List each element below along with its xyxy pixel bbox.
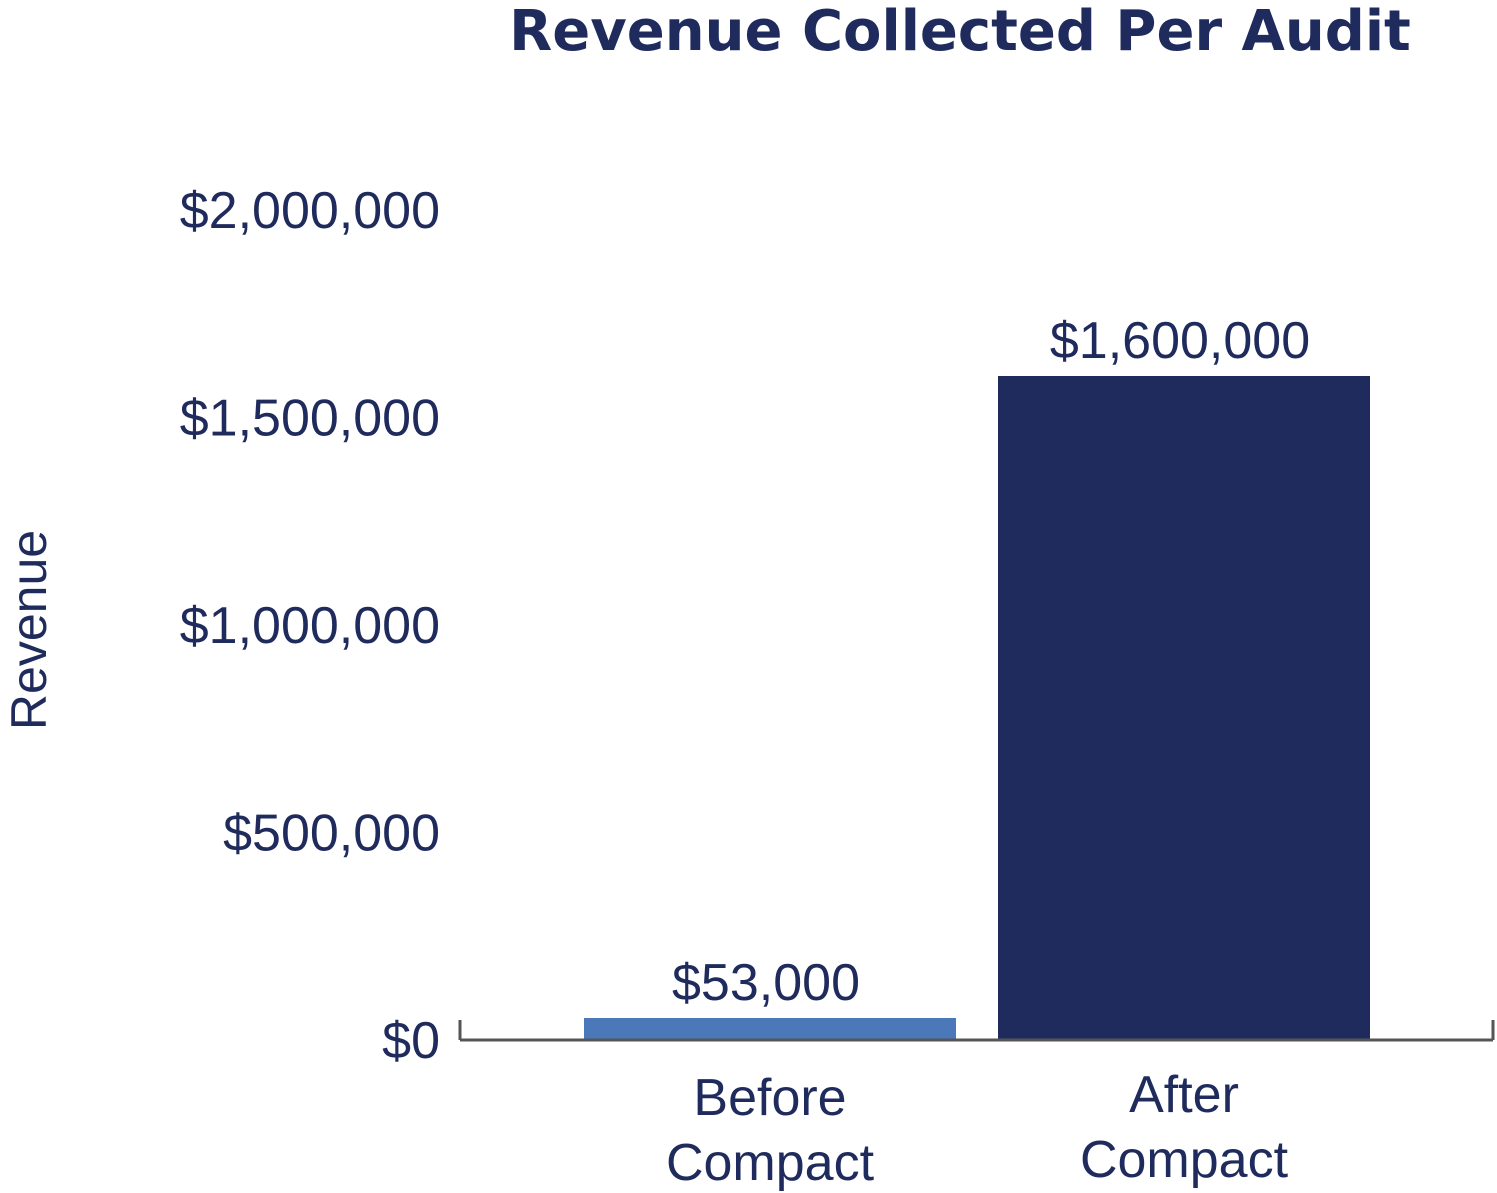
x-axis-categories: Before Compact After Compact (666, 1066, 1289, 1192)
x-axis (458, 1020, 1495, 1042)
y-tick-label: $0 (382, 1012, 440, 1070)
category-label: Compact (666, 1134, 875, 1192)
bars (584, 376, 1370, 1040)
y-tick-label: $2,000,000 (180, 182, 440, 240)
value-label: $53,000 (672, 954, 860, 1012)
bar-0 (584, 1018, 956, 1040)
category-label: Compact (1080, 1131, 1289, 1189)
y-axis-ticks: $0 $500,000 $1,000,000 $1,500,000 $2,000,000 (180, 182, 440, 1070)
category-label: Before (693, 1069, 846, 1127)
bar-1 (998, 376, 1370, 1040)
category-label: After (1129, 1066, 1239, 1124)
chart-title: Revenue Collected Per Audit (509, 0, 1411, 64)
y-tick-label: $1,500,000 (180, 390, 440, 448)
y-tick-label: $500,000 (223, 805, 440, 863)
y-tick-label: $1,000,000 (180, 597, 440, 655)
value-labels: $53,000 $1,600,000 (672, 312, 1310, 1012)
y-axis-label: Revenue (1, 530, 57, 730)
value-label: $1,600,000 (1050, 312, 1310, 370)
